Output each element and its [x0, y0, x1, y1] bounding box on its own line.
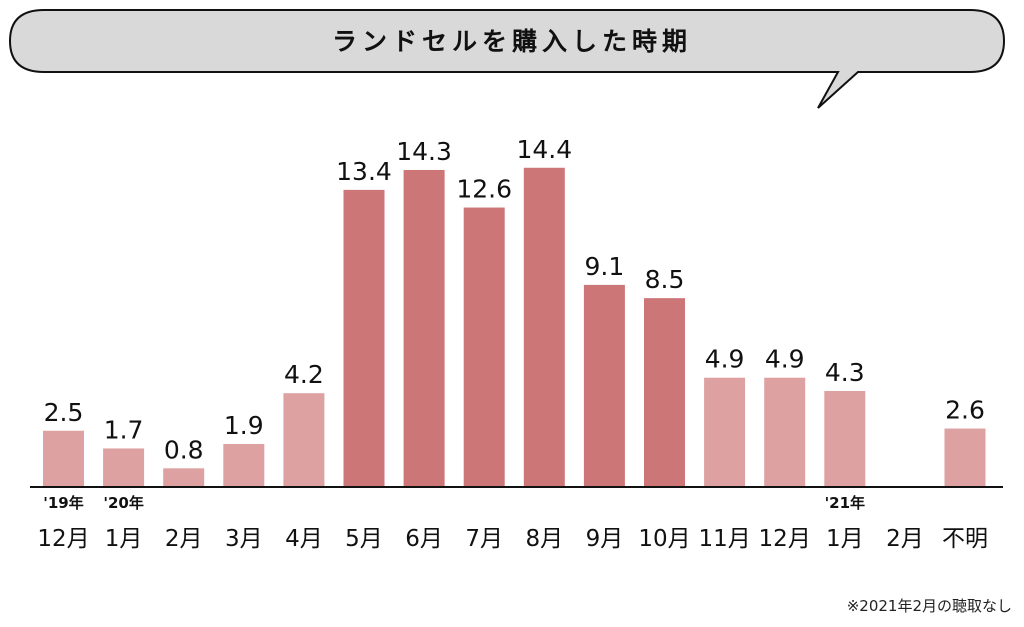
value-label-3: 1.9 [224, 411, 264, 440]
bar-13 [824, 390, 866, 486]
bar-4 [283, 393, 325, 486]
value-label-7: 12.6 [456, 175, 512, 204]
year-label-13: '21年 [825, 494, 865, 512]
category-label-6: 6月 [405, 526, 443, 552]
bar-9 [583, 284, 625, 486]
footnote: ※2021年2月の聴取なし [847, 597, 1012, 615]
value-label-6: 14.3 [396, 137, 452, 166]
bar-3 [223, 444, 265, 486]
category-label-5: 5月 [345, 526, 383, 552]
bar-12 [764, 377, 806, 486]
bar-15 [944, 428, 986, 486]
value-label-13: 4.3 [825, 358, 865, 387]
year-label-0: '19年 [43, 494, 83, 512]
bar-11 [704, 377, 746, 486]
value-label-group: 2.5 1.7 0.8 1.9 4.2 13.414.312.614.4 9.1 8.5 4.9… [44, 135, 985, 465]
bar-6 [403, 169, 445, 486]
year-label-1: '20年 [103, 494, 143, 512]
category-label-11: 11月 [698, 526, 750, 552]
bar-0 [43, 430, 84, 486]
bar-10 [644, 298, 685, 486]
year-label-group: '19年 '20年 '21年 [43, 494, 865, 512]
bar-7 [463, 207, 505, 487]
bar-2 [163, 468, 205, 486]
title-bubble: ランドセルを購入した時期 [8, 9, 1006, 109]
bar-5 [343, 189, 385, 487]
chart-title: ランドセルを購入した時期 [332, 27, 692, 56]
bar-1 [103, 448, 145, 486]
value-label-4: 4.2 [284, 360, 324, 389]
category-label-3: 3月 [225, 526, 263, 552]
value-label-0: 2.5 [44, 398, 84, 427]
value-label-12: 4.9 [765, 345, 805, 374]
value-label-8: 14.4 [516, 135, 572, 164]
category-label-14: 2月 [886, 526, 924, 552]
value-label-1: 1.7 [104, 415, 144, 444]
category-label-12: 12月 [759, 526, 811, 552]
category-label-13: 1月 [826, 526, 864, 552]
category-label-8: 8月 [525, 526, 563, 552]
bar-8 [523, 167, 565, 486]
category-label-7: 7月 [465, 526, 503, 552]
value-label-9: 9.1 [585, 252, 625, 281]
category-label-group: 12月 1月 2月 3月 4月 5月 6月 7月 8月 9月 10月 11月 12月 1月 2月 不明 [37, 526, 988, 552]
value-label-5: 13.4 [336, 157, 392, 186]
value-label-10: 8.5 [645, 265, 685, 294]
category-label-15: 不明 [942, 526, 988, 552]
title-bubble-shape [8, 9, 1006, 109]
category-label-9: 9月 [586, 526, 624, 552]
category-label-2: 2月 [165, 526, 203, 552]
category-label-4: 4月 [285, 526, 323, 552]
bar-group [43, 167, 986, 487]
category-label-10: 10月 [638, 526, 690, 552]
value-label-11: 4.9 [705, 345, 745, 374]
category-label-1: 1月 [105, 526, 143, 552]
value-label-15: 2.6 [945, 396, 985, 425]
value-label-2: 0.8 [164, 435, 204, 464]
category-label-0: 12月 [37, 526, 89, 552]
